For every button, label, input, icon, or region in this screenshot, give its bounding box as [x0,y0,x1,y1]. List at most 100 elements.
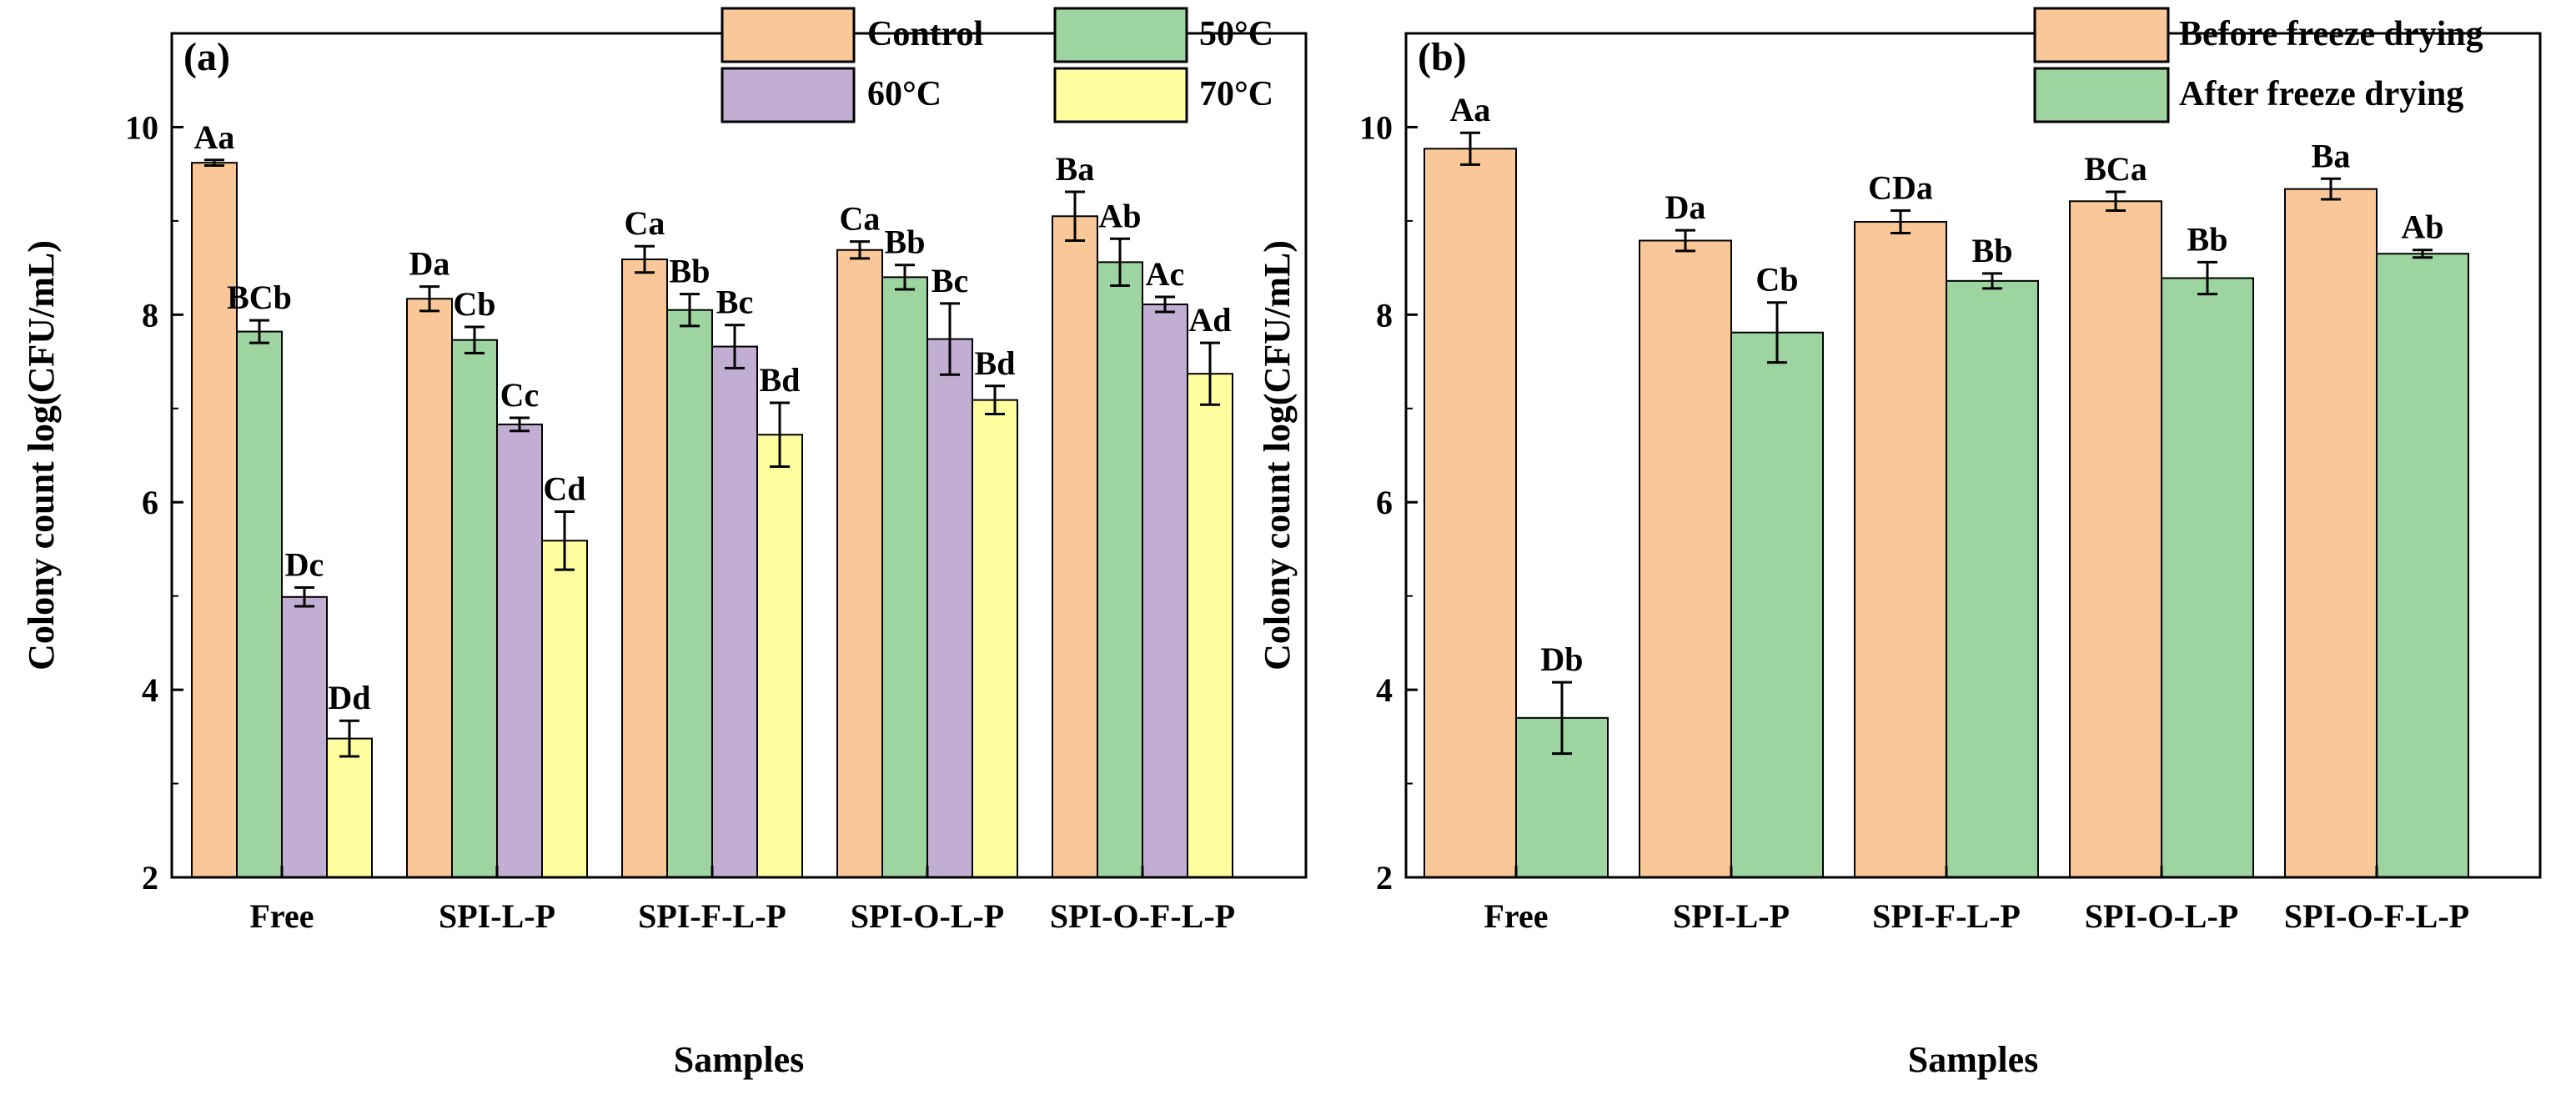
bar [451,339,498,878]
significance-label: Da [409,245,450,283]
significance-label: Ba [2312,137,2351,174]
legend-swatch [2033,7,2170,63]
significance-label: Ab [1098,197,1141,234]
bar [1424,148,1517,879]
bar [756,434,803,878]
y-tick-label: 2 [1376,859,1393,897]
panel-label: (b) [1418,35,1467,79]
significance-label: Bc [716,284,753,321]
bar [326,737,373,878]
significance-label: BCb [227,279,292,316]
significance-label: Bd [760,361,801,399]
x-tick-label: SPI-O-F-L-P [1050,897,1235,935]
legend-swatch [1053,67,1188,123]
bar [972,399,1018,878]
bar [191,162,238,878]
x-tick-label: SPI-L-P [1673,897,1790,935]
legend-label: 70°C [1199,75,1273,113]
legend-swatch [721,67,856,123]
y-axis-title: Colony count log(CFU/mL) [1257,240,1298,671]
panel-label: (a) [183,35,230,79]
bar [1052,215,1098,878]
bar [1639,239,1732,879]
y-axis-title: Colony count log(CFU/mL) [21,240,62,671]
x-axis-title: Samples [674,1039,804,1080]
significance-label: Bc [931,262,968,299]
y-tick-label: 4 [142,671,158,709]
legend-label: Control [867,15,983,53]
bar [1142,303,1188,879]
significance-label: Aa [1450,91,1491,128]
significance-label: Ca [625,204,665,242]
legend-swatch [2033,67,2170,123]
legend-label: Before freeze drying [2179,15,2483,53]
significance-label: Ab [2401,208,2443,246]
y-tick-label: 8 [142,296,158,334]
significance-label: Bb [2187,220,2228,258]
significance-label: Bb [670,253,711,290]
x-tick-label: SPI-O-L-P [851,897,1004,935]
legend-swatch [1053,7,1188,63]
y-tick-label: 8 [1376,296,1393,334]
significance-label: Ba [1056,150,1095,188]
bar [2284,188,2378,878]
bar [541,540,588,879]
significance-label: Db [1540,640,1583,678]
bar [1730,331,1824,879]
x-tick-label: SPI-L-P [439,897,555,935]
panel-b: Aa Da CDa BCa Ba Db Cb Bb Bb Ab 2 4 6 8 10 Free SPI-L-P S… [1257,7,2542,1080]
significance-label: Dd [328,679,370,716]
bar [406,298,453,878]
bar [711,345,758,878]
significance-label: Da [1665,188,1706,226]
significance-label: Bd [975,344,1016,382]
significance-label: Cb [453,285,495,323]
y-tick-label: 10 [125,108,158,146]
bar [2376,253,2469,878]
bar [881,276,928,879]
legend-swatch [721,7,856,63]
bar [621,258,668,879]
bar [666,309,713,878]
significance-label: Ca [840,200,881,238]
significance-label: Ad [1188,301,1231,339]
x-tick-label: SPI-O-L-P [2085,897,2238,935]
y-tick-label: 4 [1376,671,1393,709]
significance-label: BCa [2084,150,2147,188]
x-tick-label: Free [250,897,314,935]
significance-label: Dc [285,546,324,584]
bar [496,423,543,879]
significance-label: Aa [194,118,235,156]
panel-a: Aa Da Ca Ca Ba BCb Cb Bb Bb Ab Dc Cc Bc Bc Ac Dd Cd Bd Bd A… [21,7,1308,1080]
legend-label: 60°C [867,75,942,113]
significance-label: Ac [1146,255,1185,293]
legend-label: After freeze drying [2179,75,2463,113]
y-tick-label: 6 [1376,484,1393,521]
bar [836,249,883,879]
x-tick-label: Free [1484,897,1549,935]
bar [236,330,283,879]
y-tick-label: 6 [142,484,158,521]
bar [1187,373,1233,878]
y-tick-label: 10 [1359,108,1393,146]
x-tick-label: SPI-F-L-P [1872,897,2021,935]
x-tick-label: SPI-F-L-P [638,897,786,935]
significance-label: CDa [1868,169,1933,207]
significance-label: Cd [543,470,585,507]
x-axis-title: Samples [1908,1039,2038,1080]
bar [1946,279,2039,878]
x-tick-label: SPI-O-F-L-P [2284,897,2469,935]
significance-label: Bb [885,224,926,261]
bar [926,338,973,878]
bar [2161,277,2254,879]
bar [1854,221,1947,879]
significance-label: Bb [1972,232,2013,269]
legend-label: 50°C [1199,15,1273,53]
y-tick-label: 2 [142,859,158,897]
bar [2069,200,2162,878]
bar [1097,261,1143,878]
plot-frame [1404,32,2542,879]
significance-label: Cc [500,376,540,414]
bar [281,595,328,879]
